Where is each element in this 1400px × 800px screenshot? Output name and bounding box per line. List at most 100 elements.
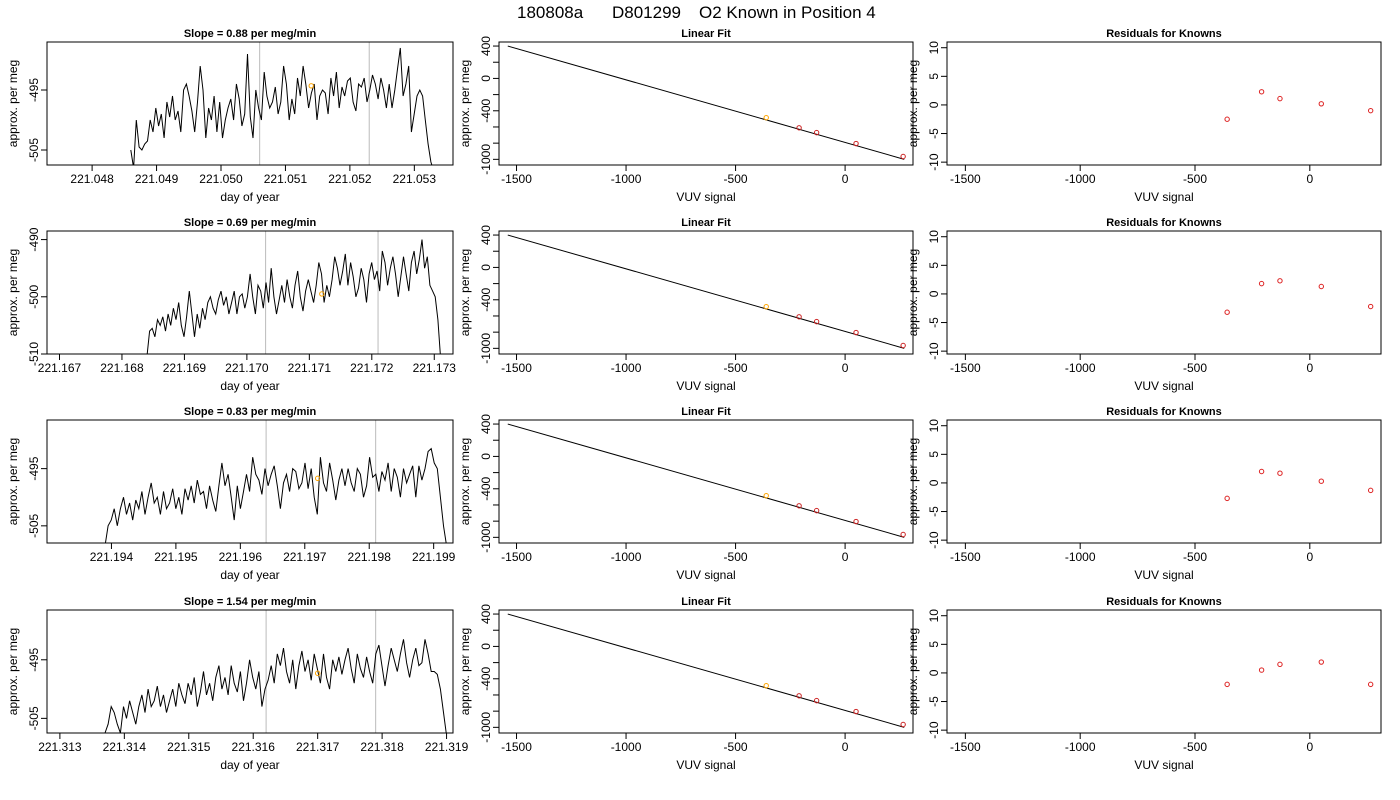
title-description: O2 Known in Position 4: [699, 3, 876, 22]
y-tick-label: -505: [27, 514, 41, 538]
residual-point: [1258, 468, 1265, 475]
x-tick-label: 221.318: [360, 740, 404, 754]
plot-area: [130, 42, 433, 165]
known-point: [853, 140, 859, 147]
y-tick-label: 0: [479, 75, 493, 82]
plot-area: [146, 231, 441, 354]
x-tick-label: -1000: [611, 740, 642, 754]
residual-point: [1277, 278, 1283, 284]
y-tick-label: 0: [479, 453, 493, 460]
sample-point: [763, 492, 769, 499]
y-tick-label: -10: [927, 342, 941, 360]
x-tick-label: -1500: [950, 172, 981, 186]
x-tick-label: -1500: [950, 740, 981, 754]
x-tick-label: 221.049: [135, 172, 179, 186]
panel-residuals-4: Residuals for Knowns VUV signal approx. pe…: [906, 596, 1382, 772]
known-point: [900, 342, 906, 349]
x-tick-label: 221.315: [167, 740, 211, 754]
residual-point: [1277, 661, 1283, 668]
y-tick-label: 5: [927, 641, 941, 648]
x-tick-label: -1000: [611, 361, 642, 375]
known-point: [796, 125, 802, 131]
plot-frame: [498, 609, 914, 734]
x-tick-label: 0: [1306, 172, 1313, 186]
residual-point: [1224, 681, 1230, 688]
x-tick-label: 221.168: [100, 361, 144, 375]
x-tick-label: 221.314: [103, 740, 147, 754]
y-tick-label: -505: [27, 138, 41, 162]
y-axis-label: approx. per meg: [906, 438, 920, 525]
x-tick-label: -500: [724, 361, 748, 375]
x-tick-label: 221.052: [328, 172, 372, 186]
x-tick-label: -1500: [950, 550, 981, 564]
y-tick-label: -10: [927, 153, 941, 171]
panel-residuals-1: Residuals for Knowns VUV signal approx. pe…: [906, 28, 1382, 204]
x-tick-label: -1000: [1065, 550, 1096, 564]
known-point: [796, 314, 802, 320]
panel-title: Residuals for Knowns: [1106, 406, 1222, 418]
y-tick-label: -505: [27, 706, 41, 730]
x-tick-label: -500: [724, 740, 748, 754]
panel-linear-fit-2: Linear Fit VUV signal approx. per meg -1500…: [458, 217, 914, 393]
x-tick-label: 221.197: [283, 550, 327, 564]
y-axis-label: approx. per meg: [6, 438, 20, 525]
x-tick-label: 221.317: [296, 740, 340, 754]
y-axis-label: approx. per meg: [458, 438, 472, 525]
x-axis-label: day of year: [220, 379, 279, 393]
y-tick-label: -10: [927, 531, 941, 549]
known-point: [900, 531, 906, 538]
fit-line: [507, 45, 905, 160]
panel-title: Residuals for Knowns: [1106, 596, 1222, 608]
x-tick-label: -500: [1183, 172, 1207, 186]
x-tick-label: -1000: [1065, 740, 1096, 754]
plot-area: [1224, 278, 1374, 315]
residual-point: [1258, 667, 1265, 673]
known-point: [796, 693, 802, 699]
panel-time-series-4: Slope = 1.54 per meg/min day of year appro…: [6, 596, 469, 772]
plot-area: [507, 613, 906, 728]
x-tick-label: 221.199: [412, 550, 456, 564]
x-tick-label: -500: [724, 550, 748, 564]
plot-area: [1224, 89, 1374, 122]
signal-trace: [104, 447, 447, 543]
x-tick-label: -1000: [1065, 361, 1096, 375]
y-tick-label: 10: [927, 419, 941, 433]
plot-area: [507, 234, 906, 349]
y-tick-label: 0: [927, 669, 941, 676]
plot-area: [104, 420, 447, 543]
sample-point: [763, 303, 769, 310]
y-axis-label: approx. per meg: [458, 628, 472, 715]
y-tick-label: -490: [27, 227, 41, 251]
x-tick-label: 221.313: [38, 740, 82, 754]
x-tick-label: 221.172: [350, 361, 394, 375]
residual-point: [1277, 95, 1283, 102]
signal-trace: [104, 639, 447, 733]
y-tick-label: 0: [479, 264, 493, 271]
y-tick-label: -1000: [479, 144, 493, 175]
residual-point: [1367, 681, 1374, 688]
x-tick-label: 0: [1306, 740, 1313, 754]
y-axis-label: approx. per meg: [6, 60, 20, 147]
x-tick-label: -1000: [611, 172, 642, 186]
y-axis-label: approx. per meg: [458, 249, 472, 336]
plot-area: [507, 45, 906, 160]
y-tick-label: 10: [927, 230, 941, 244]
plot-frame: [498, 230, 914, 355]
plot-area: [1224, 468, 1374, 502]
residual-point: [1258, 280, 1265, 287]
panel-title: Slope = 0.83 per meg/min: [184, 406, 317, 418]
x-tick-label: 221.319: [425, 740, 469, 754]
panel-grid: Slope = 0.88 per meg/min day of year appro…: [6, 28, 1382, 772]
y-axis-label: approx. per meg: [6, 628, 20, 715]
residual-point: [1277, 470, 1283, 476]
x-tick-label: -500: [724, 172, 748, 186]
known-point: [853, 708, 859, 715]
plot-frame: [946, 230, 1382, 355]
residual-point: [1258, 89, 1265, 95]
signal-trace: [130, 47, 433, 165]
known-point: [900, 721, 906, 728]
x-tick-label: 221.171: [288, 361, 332, 375]
known-point: [813, 507, 820, 514]
panel-residuals-2: Residuals for Knowns VUV signal approx. pe…: [906, 217, 1382, 393]
plot-frame: [498, 41, 914, 166]
